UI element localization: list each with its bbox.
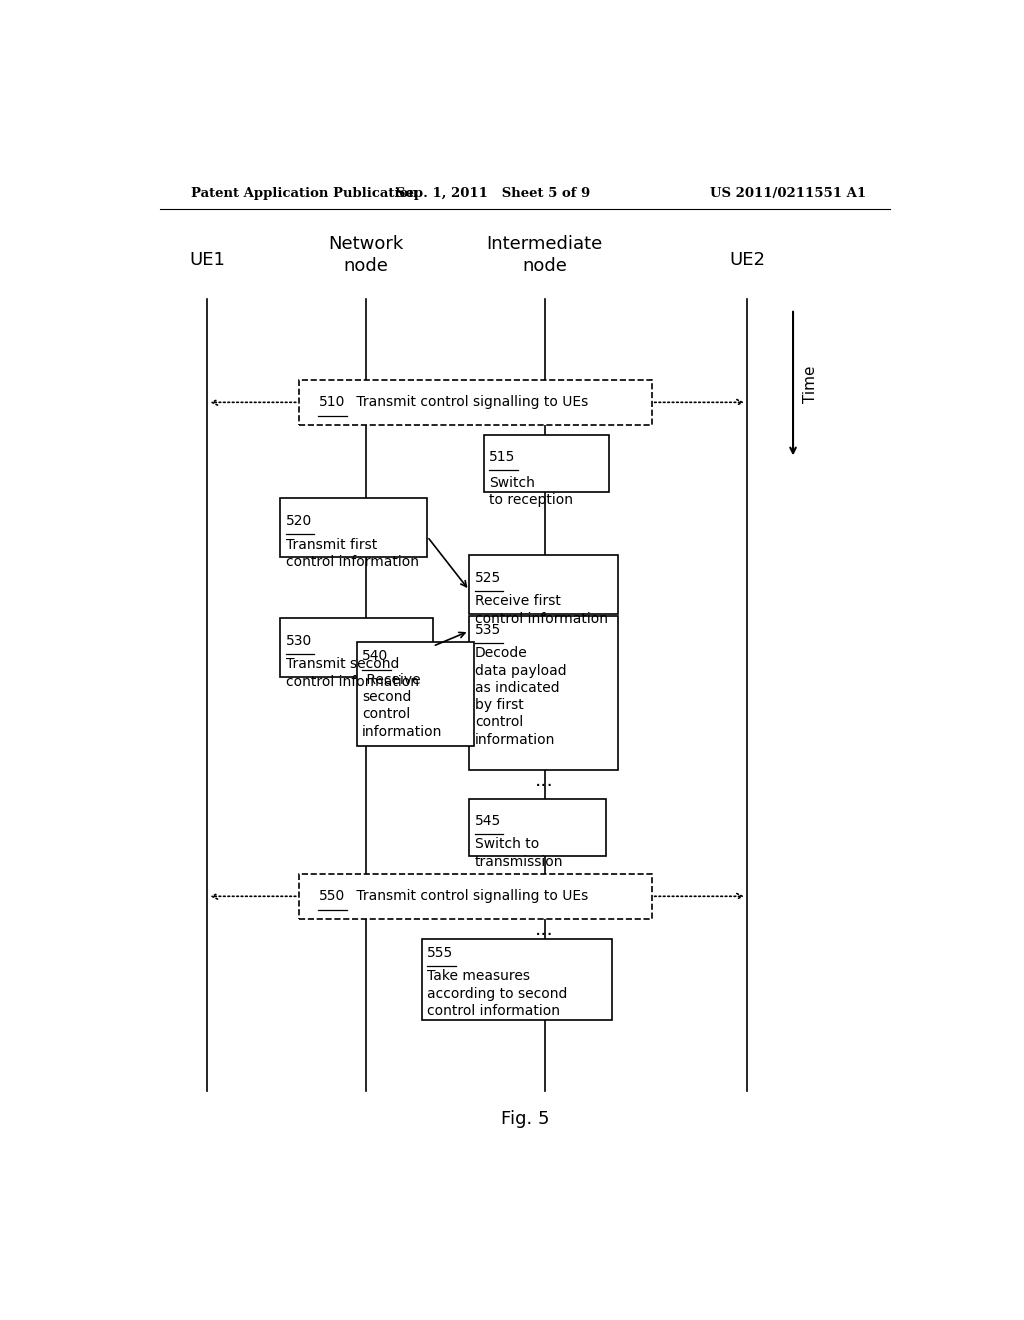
- Text: Transmit second
control information: Transmit second control information: [286, 657, 419, 689]
- Text: Decode
data payload
as indicated
by first
control
information: Decode data payload as indicated by firs…: [475, 647, 566, 747]
- Text: 530: 530: [286, 634, 312, 648]
- Text: 515: 515: [489, 450, 515, 465]
- Text: ...: ...: [536, 920, 554, 940]
- Text: US 2011/0211551 A1: US 2011/0211551 A1: [710, 187, 866, 201]
- Text: Receive first
control information: Receive first control information: [475, 594, 608, 626]
- Text: 510: 510: [318, 395, 345, 409]
- Text: 520: 520: [286, 515, 312, 528]
- Text: Transmit control signalling to UEs: Transmit control signalling to UEs: [352, 890, 588, 903]
- Text: ...: ...: [536, 771, 554, 789]
- Text: 555: 555: [427, 946, 454, 960]
- Text: Transmit control signalling to UEs: Transmit control signalling to UEs: [352, 395, 588, 409]
- Text: Sep. 1, 2011   Sheet 5 of 9: Sep. 1, 2011 Sheet 5 of 9: [396, 187, 590, 201]
- Text: Receive
second
control
information: Receive second control information: [362, 673, 442, 739]
- Bar: [469, 554, 618, 614]
- Text: 550: 550: [318, 890, 345, 903]
- Text: 525: 525: [475, 572, 501, 585]
- Bar: [356, 643, 474, 746]
- Text: Patent Application Publication: Patent Application Publication: [191, 187, 418, 201]
- Text: Intermediate
node: Intermediate node: [486, 235, 603, 275]
- Text: Transmit first
control information: Transmit first control information: [286, 537, 419, 569]
- Bar: [469, 615, 618, 771]
- Text: Fig. 5: Fig. 5: [501, 1110, 549, 1127]
- Text: 535: 535: [475, 623, 501, 638]
- Bar: [281, 618, 433, 677]
- Text: UE1: UE1: [189, 251, 225, 269]
- Text: Time: Time: [803, 366, 817, 403]
- Text: Switch to
transmission: Switch to transmission: [475, 837, 563, 869]
- Bar: [469, 799, 606, 855]
- Bar: [422, 939, 612, 1020]
- Text: 545: 545: [475, 814, 501, 828]
- Bar: [281, 498, 427, 557]
- Bar: [483, 434, 609, 492]
- Text: Switch
to reception: Switch to reception: [489, 475, 573, 507]
- Text: 540: 540: [362, 649, 388, 664]
- Bar: [299, 874, 652, 919]
- Text: Take measures
according to second
control information: Take measures according to second contro…: [427, 969, 567, 1018]
- Text: UE2: UE2: [729, 251, 765, 269]
- Text: Network
node: Network node: [329, 235, 403, 275]
- Bar: [299, 380, 652, 425]
